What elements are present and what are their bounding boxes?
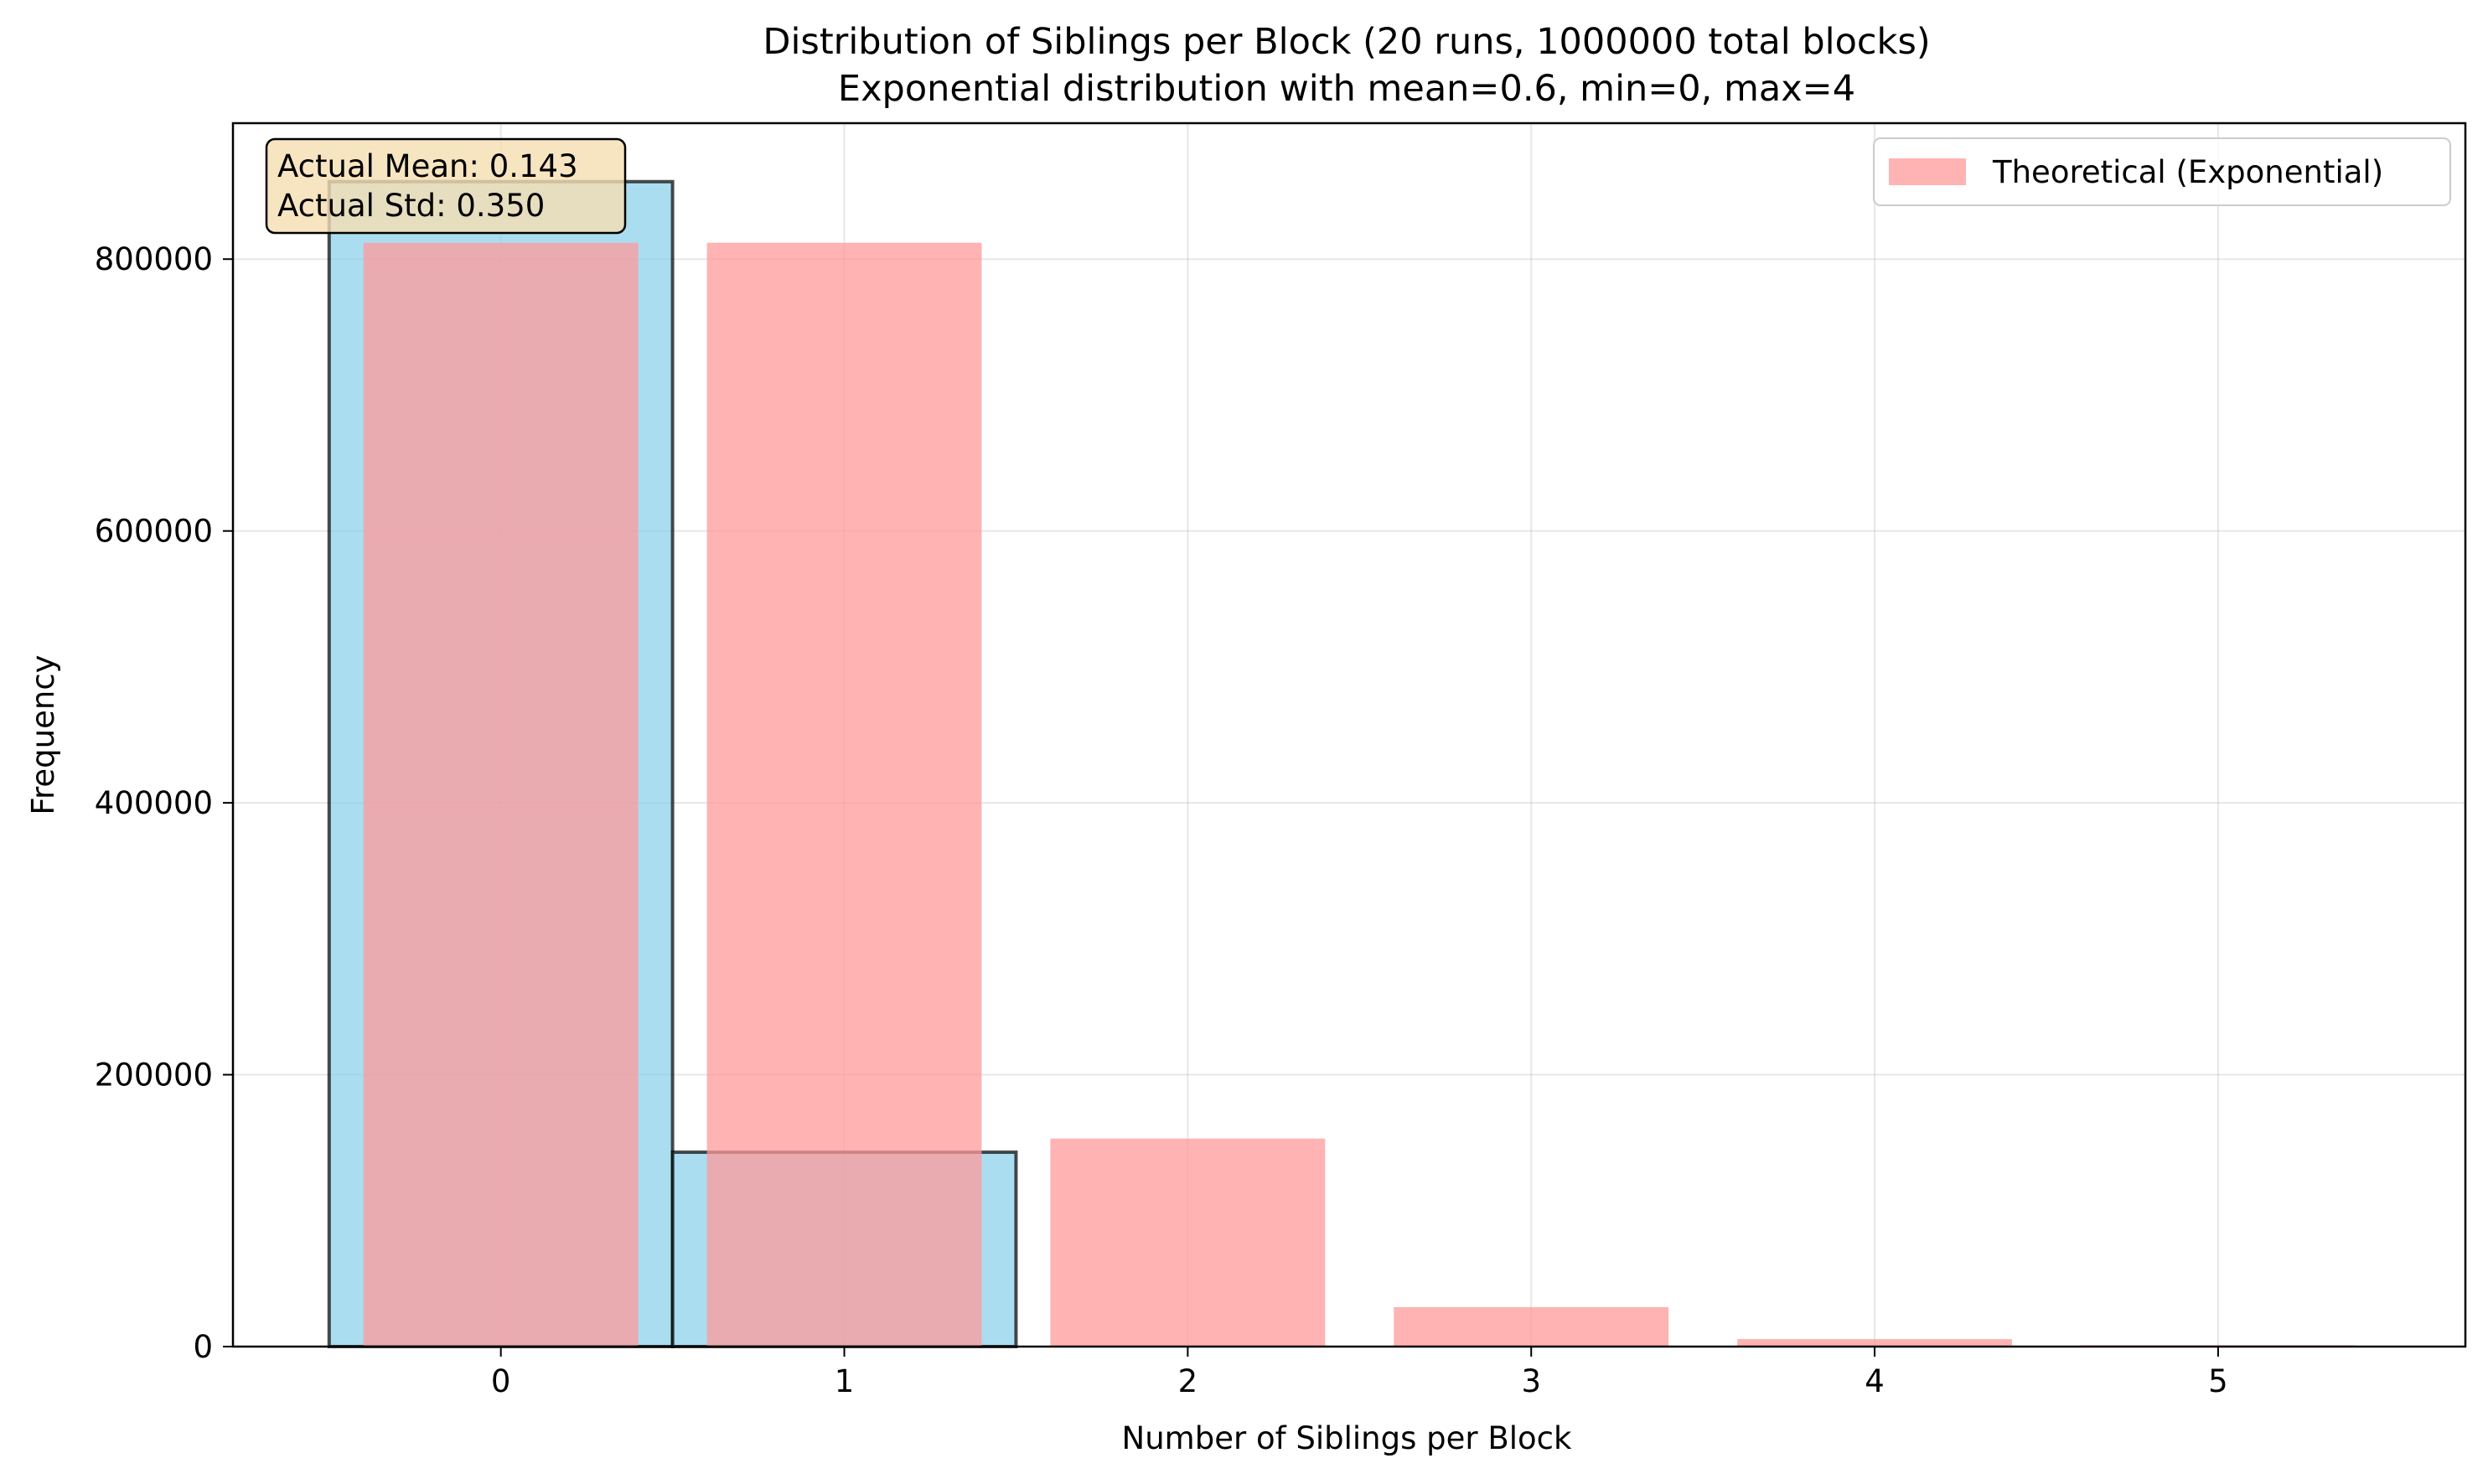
stats-box: Actual Mean: 0.143 Actual Std: 0.350 <box>265 137 627 235</box>
x-tick-label-1: 1 <box>835 1363 855 1399</box>
chart-title: Distribution of Siblings per Block (20 r… <box>763 21 1930 63</box>
stats-std: Actual Std: 0.350 <box>277 188 545 224</box>
legend-swatch-theoretical <box>1889 158 1966 185</box>
y-tick-label-800000: 800000 <box>95 241 213 277</box>
x-tick-label-4: 4 <box>1865 1363 1885 1399</box>
y-tick-label-600000: 600000 <box>95 514 213 550</box>
x-axis-ticks: 0 1 2 3 4 5 <box>491 1347 2228 1399</box>
theoretical-bars <box>363 242 2356 1347</box>
chart-subtitle: Exponential distribution with mean=0.6, … <box>838 68 1855 110</box>
stats-mean: Actual Mean: 0.143 <box>277 148 578 184</box>
x-tick-label-5: 5 <box>2208 1363 2228 1399</box>
legend-label-theoretical: Theoretical (Exponential) <box>1992 154 2383 190</box>
x-tick-label-0: 0 <box>491 1363 511 1399</box>
theoretical-bar-2 <box>1050 1138 1326 1347</box>
theoretical-bar-0 <box>363 242 639 1347</box>
plot-frame <box>231 122 2467 1348</box>
x-tick-label-3: 3 <box>1521 1363 1541 1399</box>
y-tick-label-400000: 400000 <box>95 785 213 821</box>
stats-box-background <box>265 137 627 235</box>
y-axis-label: Frequency <box>25 654 61 814</box>
legend-frame <box>1873 137 2451 206</box>
x-tick-label-2: 2 <box>1178 1363 1198 1399</box>
theoretical-bar-4 <box>1737 1339 2013 1347</box>
x-axis-label: Number of Siblings per Block <box>1122 1420 1572 1456</box>
y-tick-label-0: 0 <box>193 1329 213 1365</box>
legend: Theoretical (Exponential) <box>1873 137 2451 206</box>
theoretical-bar-1 <box>706 242 982 1347</box>
y-axis-ticks: 0 200000 400000 600000 800000 <box>95 241 233 1365</box>
theoretical-bar-3 <box>1394 1306 1669 1347</box>
y-tick-label-200000: 200000 <box>95 1057 213 1094</box>
